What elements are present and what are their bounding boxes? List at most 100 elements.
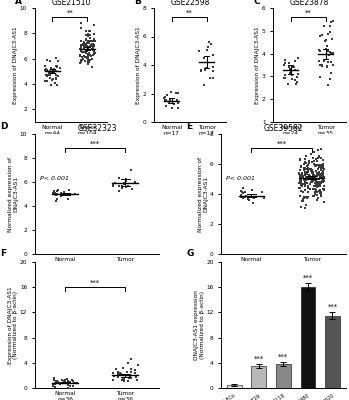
Point [316, 188, 321, 194]
Point [81, 44, 87, 51]
Point [314, 181, 319, 187]
Point [53, 72, 59, 78]
Point [86, 59, 91, 66]
Point [78, 45, 83, 51]
Point [310, 154, 316, 161]
Point [299, 172, 304, 178]
Point [210, 52, 215, 58]
Point [79, 42, 84, 48]
Point [164, 92, 170, 98]
Bar [300, 287, 315, 388]
Point [88, 42, 94, 48]
Point [89, 46, 95, 52]
Point [314, 182, 320, 189]
Point [311, 157, 317, 164]
Point [70, 382, 75, 389]
Text: E: E [186, 122, 193, 131]
Point [210, 64, 215, 70]
Point [312, 177, 317, 184]
Point [325, 82, 331, 88]
Text: ***: *** [303, 275, 313, 281]
Point [317, 179, 323, 185]
Point [305, 175, 310, 182]
Point [292, 58, 297, 65]
Point [319, 178, 324, 184]
Point [54, 64, 60, 70]
Point [297, 167, 303, 174]
Point [303, 171, 308, 178]
Point [311, 178, 316, 185]
Point [319, 155, 324, 162]
Point [82, 58, 88, 64]
Point [245, 196, 251, 202]
Point [238, 194, 244, 200]
Point [84, 48, 90, 54]
Point [299, 183, 304, 190]
Point [303, 171, 309, 177]
Point [304, 153, 309, 160]
Point [47, 58, 53, 64]
Point [304, 163, 310, 169]
Point [53, 76, 59, 82]
Point [58, 190, 64, 196]
Point [50, 70, 56, 76]
Point [52, 67, 57, 73]
Text: **: ** [305, 10, 312, 16]
Point [302, 205, 307, 211]
Point [83, 43, 88, 49]
Point [65, 378, 71, 385]
Point [306, 160, 312, 166]
Point [78, 38, 83, 44]
Point [312, 174, 318, 180]
Point [302, 169, 308, 175]
Point [313, 176, 319, 183]
Point [53, 55, 58, 62]
Point [319, 62, 325, 68]
Point [301, 166, 306, 173]
Point [304, 170, 310, 177]
Point [53, 192, 59, 199]
Point [311, 161, 317, 168]
Point [320, 165, 325, 171]
Point [81, 53, 87, 60]
Point [49, 70, 55, 76]
Point [308, 178, 314, 185]
Point [305, 188, 311, 195]
Point [89, 53, 94, 59]
Point [112, 180, 118, 186]
Point [297, 193, 303, 199]
Point [323, 45, 329, 52]
Point [309, 175, 314, 181]
Point [88, 38, 94, 44]
Point [51, 76, 56, 82]
Point [321, 174, 327, 180]
Point [44, 67, 49, 73]
Point [314, 156, 319, 162]
Point [135, 377, 140, 384]
Point [62, 380, 67, 386]
Point [311, 177, 317, 184]
Point [297, 156, 303, 163]
Bar [325, 316, 340, 388]
Point [121, 378, 127, 385]
Point [246, 194, 252, 200]
Point [87, 38, 92, 44]
Point [85, 51, 91, 57]
Point [85, 47, 90, 54]
Point [120, 375, 126, 381]
Point [325, 30, 331, 37]
Point [315, 179, 320, 185]
Point [303, 169, 309, 175]
Point [44, 57, 50, 64]
Point [82, 48, 88, 55]
Point [88, 32, 93, 38]
Point [298, 163, 303, 169]
Point [318, 162, 323, 168]
Point [128, 369, 134, 375]
Y-axis label: Expression of DNAJC3-AS1
(Normalized to β-actin): Expression of DNAJC3-AS1 (Normalized to … [8, 286, 18, 364]
Point [330, 18, 335, 24]
Point [315, 183, 320, 189]
Point [298, 174, 303, 180]
Point [88, 43, 94, 49]
Point [307, 176, 313, 182]
